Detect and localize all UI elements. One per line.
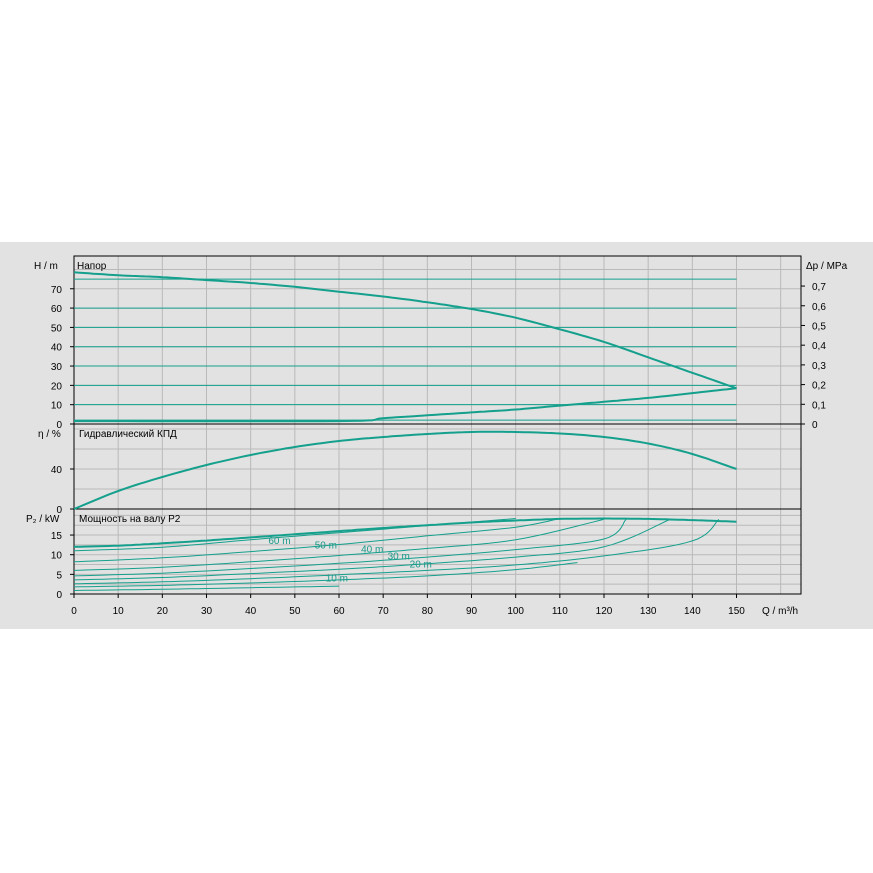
power-curve-label: 40 m	[361, 545, 383, 556]
y-tick-label-efficiency: 0	[56, 505, 62, 516]
power-family-curve	[73, 518, 560, 563]
x-tick-label: 40	[245, 606, 257, 617]
power-family-curve	[73, 562, 578, 588]
x-tick-label: 30	[201, 606, 213, 617]
x-tick-label: 130	[640, 606, 657, 617]
x-tick-label: 150	[728, 606, 745, 617]
power-curve	[74, 517, 737, 548]
x-tick-label: 50	[289, 606, 301, 617]
panel-title-power: Мощность на валу P2	[79, 514, 181, 525]
x-tick-label: 100	[507, 606, 524, 617]
x-axis-label: Q / m³/h	[762, 606, 798, 617]
y-tick-label-head: 30	[51, 362, 63, 373]
power-family-curve	[73, 518, 605, 571]
y-tick-label-power: 5	[56, 570, 62, 581]
x-tick-label: 80	[422, 606, 434, 617]
y-tick-label-head: 70	[51, 285, 63, 296]
x-tick-label: 10	[113, 606, 125, 617]
y-tick-label-head: 20	[51, 381, 63, 392]
y-tick-label-right: 0,5	[812, 321, 826, 332]
y-tick-label-power: 0	[56, 590, 62, 601]
y-axis-label-head: H / m	[34, 261, 58, 272]
y-tick-label-power: 15	[51, 531, 63, 542]
x-tick-label: 120	[596, 606, 613, 617]
x-tick-label: 20	[157, 606, 169, 617]
head-loss-curve	[74, 387, 737, 423]
x-tick-label: 70	[378, 606, 390, 617]
y-axis-label-efficiency: η / %	[38, 429, 61, 440]
power-curve-label: 50 m	[315, 541, 337, 552]
y-tick-label-right: 0,6	[812, 302, 826, 313]
power-family-curve	[73, 518, 627, 577]
panel-title-head: Напор	[77, 261, 107, 272]
y-axis-label-power: P₂ / kW	[26, 514, 60, 525]
power-curve-label: 10 m	[326, 573, 348, 584]
power-family-curve	[73, 518, 671, 581]
x-tick-label: 110	[552, 606, 568, 617]
y-tick-label-right: 0,3	[812, 361, 826, 372]
panel-title-efficiency: Гидравлический КПД	[79, 429, 177, 440]
x-tick-label: 0	[71, 606, 77, 617]
head-curve	[73, 271, 737, 390]
power-family-curve	[73, 518, 720, 585]
y-tick-label-head: 40	[51, 343, 63, 354]
power-curve-label: 30 m	[388, 552, 410, 563]
efficiency-curve	[73, 430, 737, 510]
y-tick-label-right: 0,7	[812, 282, 826, 293]
x-tick-label: 60	[333, 606, 345, 617]
y-tick-label-head: 0	[56, 420, 62, 431]
y-tick-label-right: 0,1	[812, 400, 826, 411]
y-tick-label-head: 10	[51, 401, 63, 412]
y-axis-label-right: Δp / MPa	[806, 261, 848, 272]
plot-frame	[73, 255, 802, 595]
pump-curve-figure: Напор H / m Δp / MPa 0 10 20 30 40 50 60 70 0 0,1 0,2…	[0, 242, 873, 629]
y-tick-label-head: 60	[51, 304, 63, 315]
y-tick-label-head: 50	[51, 323, 63, 334]
power-curve-label: 20 m	[410, 560, 432, 571]
power-curve-label: 60 m	[268, 536, 290, 547]
y-tick-label-efficiency: 40	[51, 465, 63, 476]
power-family-curve	[73, 585, 340, 591]
y-tick-label-right: 0	[812, 420, 818, 431]
y-tick-label-power: 10	[51, 551, 63, 562]
x-tick-label: 140	[684, 606, 701, 617]
y-tick-label-right: 0,2	[812, 381, 826, 392]
x-tick-label: 90	[466, 606, 478, 617]
y-tick-label-right: 0,4	[812, 341, 826, 352]
